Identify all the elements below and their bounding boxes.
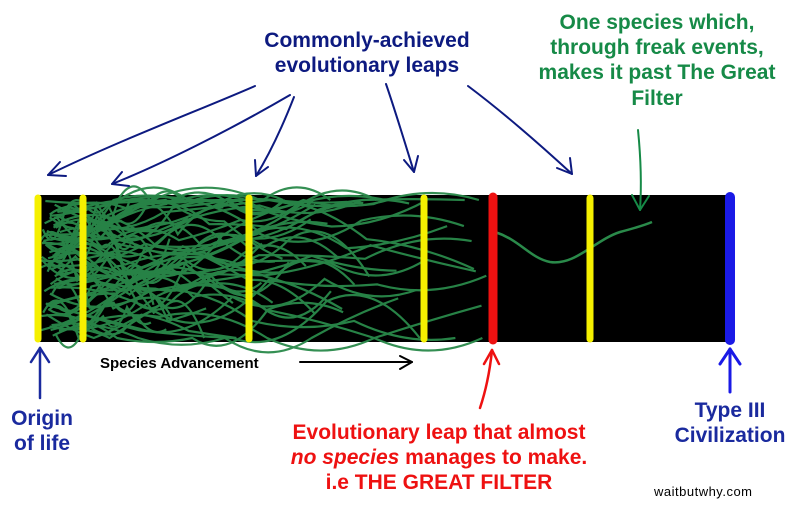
- leap-arrows: [47, 83, 573, 187]
- credit-text: waitbutwhy.com: [654, 484, 753, 499]
- species-path: [54, 198, 465, 233]
- species-path: [56, 198, 348, 276]
- great-filter-line2: no species manages to make.: [290, 446, 588, 470]
- great-filter-arrow: [478, 348, 501, 410]
- species-path: [49, 191, 284, 254]
- one-species-label: One species which, through freak events,…: [538, 11, 776, 110]
- species-path: [54, 199, 304, 242]
- species-path: [46, 193, 314, 239]
- species-path: [40, 202, 224, 269]
- species-path: [54, 304, 152, 349]
- type3-label: Type III Civilization: [674, 399, 786, 448]
- species-path: [45, 237, 472, 306]
- great-filter-line1: Evolutionary leap that almost: [292, 421, 586, 444]
- species-path: [55, 223, 276, 286]
- origin-label: Origin of life: [11, 407, 73, 456]
- type3-arrow: [718, 347, 742, 394]
- species-path: [48, 277, 417, 334]
- surviving-species-path: [494, 220, 653, 264]
- species-path: [53, 213, 465, 248]
- great-filter-label: Evolutionary leap that almost no species…: [252, 420, 626, 496]
- leap-lines: [34, 194, 594, 343]
- species-path: [45, 293, 421, 344]
- species-path: [42, 265, 171, 329]
- species-path: [41, 256, 139, 313]
- species-path: [54, 275, 332, 328]
- species-path: [50, 218, 312, 307]
- species-path: [50, 274, 487, 324]
- species-path: [49, 284, 483, 352]
- great-filter-line3: i.e THE GREAT FILTER: [325, 471, 553, 495]
- species-arrow: [631, 129, 650, 211]
- species-path: [40, 249, 343, 310]
- species-path: [39, 299, 206, 339]
- species-paths: [39, 185, 487, 354]
- advancement-label: Species Advancement: [100, 355, 259, 372]
- species-path: [52, 185, 184, 240]
- species-path: [52, 283, 207, 323]
- species-path: [42, 240, 173, 319]
- no-species-emphasis: no species: [290, 446, 400, 470]
- advancement-arrow: [299, 355, 413, 370]
- common-leaps-label: Commonly-achieved evolutionary leaps: [264, 29, 470, 78]
- species-path: [51, 297, 399, 354]
- origin-arrow: [29, 346, 51, 400]
